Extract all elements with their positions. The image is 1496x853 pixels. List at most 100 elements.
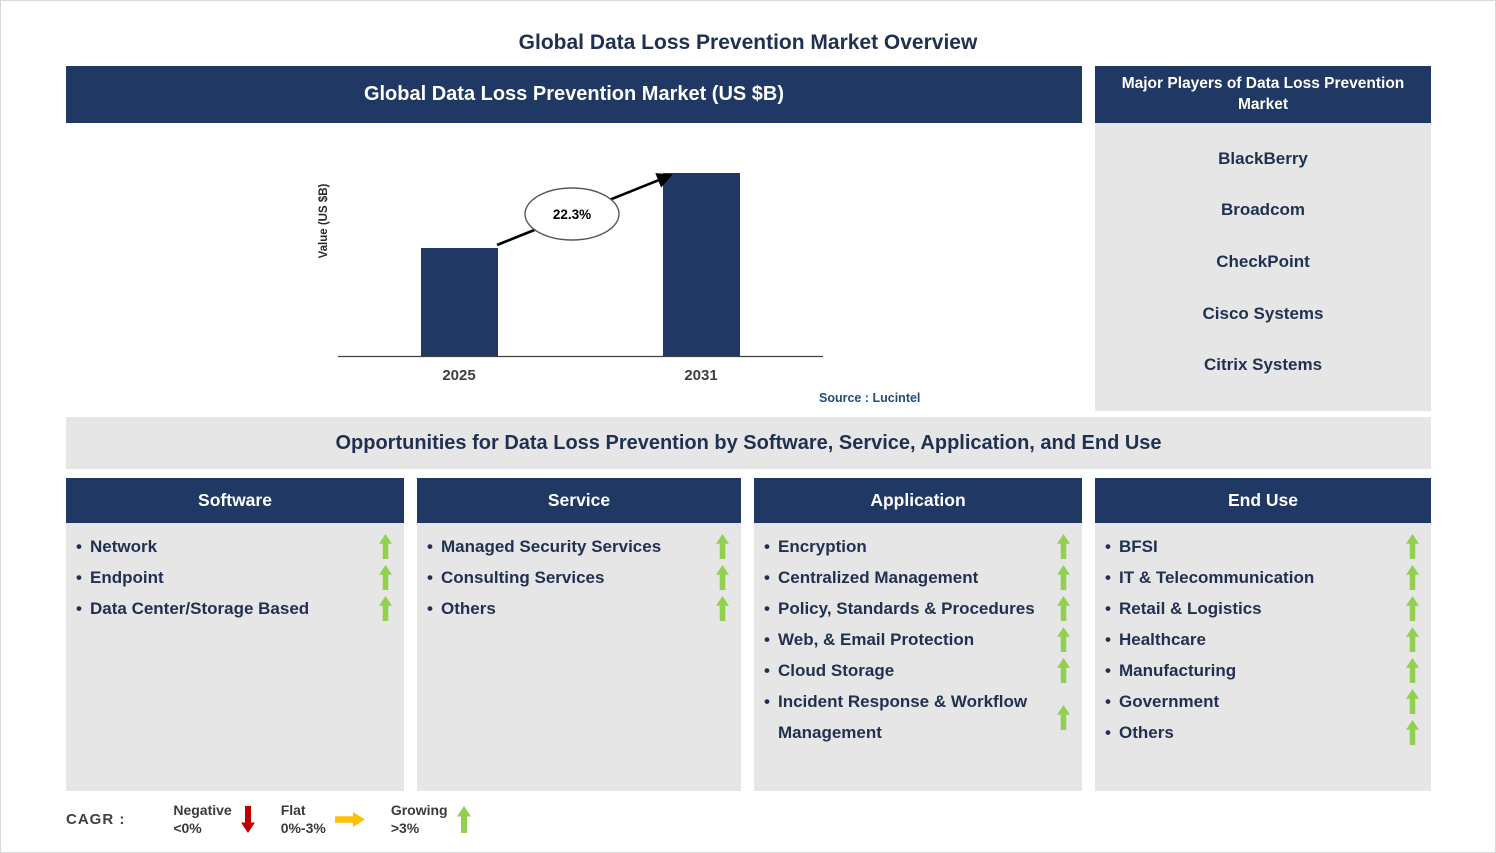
opportunity-item: • Centralized Management (764, 562, 1070, 593)
bullet: • (764, 630, 770, 649)
legend-text: Growing >3% (391, 801, 448, 837)
player-name: Citrix Systems (1203, 355, 1323, 375)
trend-up-icon (714, 596, 729, 621)
column-body: • Encryption • Centralized Management • Polic… (754, 523, 1082, 791)
chart-area: Value (US $B) 22.3% 2025 2031 Source : L… (66, 123, 1082, 411)
opportunity-column-software: Software • Network • Endpoint • Data Center/S… (66, 478, 404, 791)
major-players-header: Major Players of Data Loss Prevention Ma… (1095, 66, 1431, 123)
opportunity-column-service: Service • Managed Security Services • Consu… (417, 478, 741, 791)
market-bar-chart: Value (US $B) 22.3% 2025 2031 (318, 173, 823, 384)
opportunity-item-label: Healthcare (1119, 630, 1206, 649)
opportunity-item-label: Others (1119, 723, 1174, 742)
bullet: • (427, 537, 433, 556)
opportunity-item-label: Managed Security Services (441, 537, 662, 556)
players-list: BlackBerry Broadcom CheckPoint Cisco System… (1095, 123, 1431, 411)
player-name: Cisco Systems (1202, 303, 1324, 323)
opportunity-item: • Web, & Email Protection (764, 624, 1070, 655)
y-axis-label: Value (US $B) (318, 183, 330, 258)
opportunity-item: • Others (1105, 717, 1419, 748)
legend-item-flat: Flat 0%-3% (281, 801, 365, 837)
opportunity-item-label: Network (90, 537, 158, 556)
opportunity-item-label: Cloud Storage (778, 661, 895, 680)
trend-up-icon (1055, 534, 1070, 559)
bullet: • (1105, 537, 1111, 556)
opportunity-item-label: IT & Telecommunication (1119, 568, 1315, 587)
bullet: • (1105, 692, 1111, 711)
legend-text: Negative <0% (173, 801, 231, 837)
opportunity-item: • Data Center/Storage Based (76, 593, 392, 624)
column-header: Software (66, 478, 404, 523)
opportunity-item: • Others (427, 593, 729, 624)
opportunity-item-label: Retail & Logistics (1119, 599, 1262, 618)
bullet: • (764, 568, 770, 587)
opportunity-item: • Endpoint (76, 562, 392, 593)
opportunity-item: • BFSI (1105, 531, 1419, 562)
cagr-legend: CAGR : Negative <0% Flat 0%-3% Growing >… (66, 801, 497, 837)
bullet: • (1105, 723, 1111, 742)
bullet: • (427, 599, 433, 618)
player-name: CheckPoint (1216, 251, 1310, 271)
bullet: • (1105, 630, 1111, 649)
negative-trend-down-icon (240, 805, 255, 833)
trend-up-icon (1055, 627, 1070, 652)
opportunity-column-application: Application • Encryption • Centralized Mana… (754, 478, 1082, 791)
trend-up-icon (377, 596, 392, 621)
x-tick-2025: 2025 (442, 367, 475, 384)
legend-item-range: 0%-3% (280, 820, 326, 837)
bullet: • (76, 537, 82, 556)
legend-item-range: >3% (390, 820, 420, 837)
legend-item-label: Negative (173, 802, 232, 818)
opportunity-item-label: Others (441, 599, 496, 618)
major-players-panel: Major Players of Data Loss Prevention Ma… (1095, 66, 1431, 411)
opportunity-item-label: Endpoint (90, 568, 164, 587)
bullet: • (427, 568, 433, 587)
flat-trend-right-icon (334, 811, 365, 827)
opportunity-item-label: Encryption (778, 537, 867, 556)
column-header: Service (417, 478, 741, 523)
opportunity-item-label: Incident Response & Workflow Management (778, 692, 1028, 742)
chart-bar (421, 248, 498, 356)
trend-up-icon (1055, 658, 1070, 683)
trend-up-icon (714, 565, 729, 590)
opportunity-item-label: Centralized Management (778, 568, 979, 587)
legend-item-label: Growing (390, 802, 448, 818)
legend-item-negative: Negative <0% (173, 801, 255, 837)
market-chart-panel: Global Data Loss Prevention Market (US $… (66, 66, 1082, 411)
page-title: Global Data Loss Prevention Market Overv… (518, 31, 978, 54)
column-header: End Use (1095, 478, 1431, 523)
opportunity-item: • IT & Telecommunication (1105, 562, 1419, 593)
opportunity-item-label: Consulting Services (441, 568, 605, 587)
opportunity-item: • Encryption (764, 531, 1070, 562)
opportunity-item-label: Government (1119, 692, 1220, 711)
trend-up-icon (1055, 565, 1070, 590)
opportunity-columns: Software • Network • Endpoint • Data Center/S… (66, 478, 1431, 791)
player-name: BlackBerry (1218, 148, 1308, 168)
opportunity-item-label: BFSI (1119, 537, 1158, 556)
trend-up-icon (1055, 704, 1070, 730)
opportunity-item: • Government (1105, 686, 1419, 717)
legend-text: Flat 0%-3% (281, 801, 326, 837)
column-body: • BFSI • IT & Telecommunication • Retail & Lo… (1095, 523, 1431, 791)
bullet: • (764, 661, 770, 680)
column-header: Application (754, 478, 1082, 523)
trend-up-icon (377, 534, 392, 559)
opportunity-item: • Incident Response & Workflow Management (764, 686, 1070, 748)
opportunity-item: • Healthcare (1105, 624, 1419, 655)
source-note: Source : Lucintel (819, 391, 921, 405)
cagr-bubble (524, 187, 620, 241)
chart-panel-header: Global Data Loss Prevention Market (US $… (66, 66, 1082, 123)
opportunity-item: • Consulting Services (427, 562, 729, 593)
bullet: • (76, 599, 82, 618)
trend-up-icon (1404, 627, 1419, 652)
trend-up-icon (1055, 596, 1070, 621)
opportunity-item-label: Data Center/Storage Based (90, 599, 310, 618)
bullet: • (1105, 599, 1111, 618)
opportunities-header: Opportunities for Data Loss Prevention b… (66, 417, 1431, 469)
bullet: • (1105, 661, 1111, 680)
bullet: • (764, 599, 770, 618)
legend-item-range: <0% (173, 820, 202, 837)
column-body: • Managed Security Services • Consulting Se… (417, 523, 741, 791)
trend-up-icon (377, 565, 392, 590)
opportunity-item: • Retail & Logistics (1105, 593, 1419, 624)
